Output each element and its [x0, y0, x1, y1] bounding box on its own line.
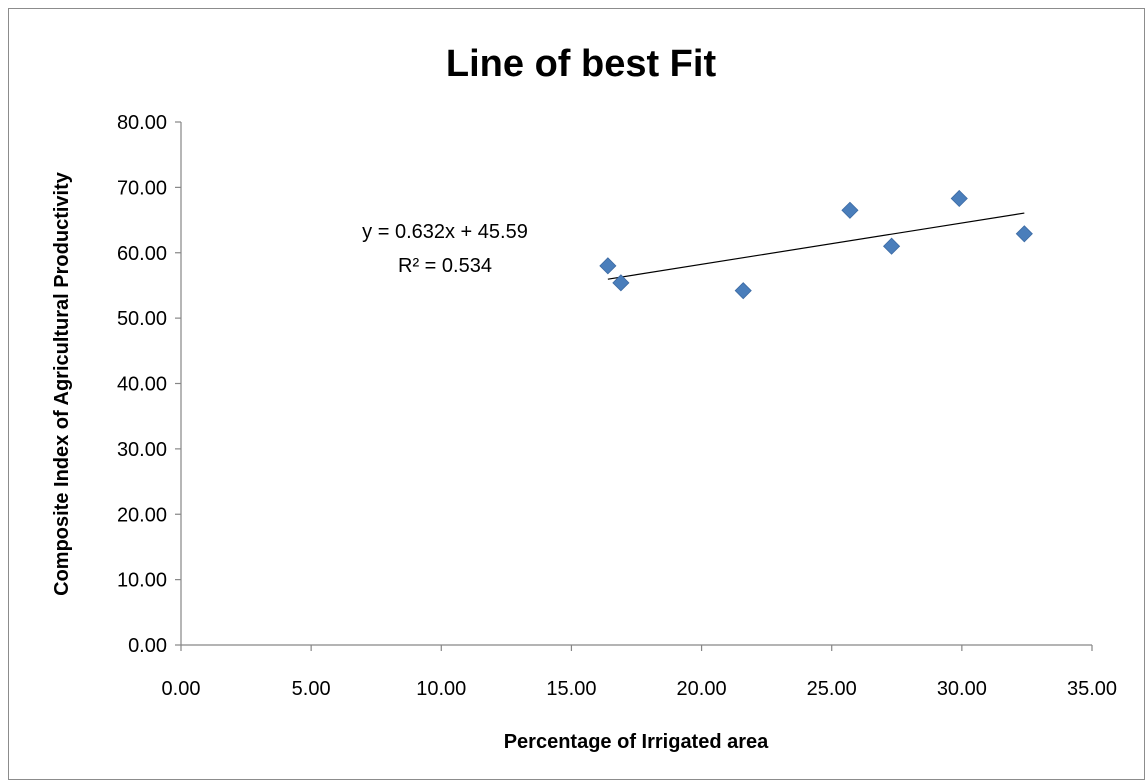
data-point [1015, 225, 1033, 243]
x-tick-label: 25.00 [807, 678, 857, 700]
y-tick-label: 0.00 [128, 635, 167, 657]
x-tick-label: 10.00 [416, 678, 466, 700]
data-points [599, 189, 1033, 300]
trendline-r-squared: R² = 0.534 [398, 255, 492, 277]
data-point [883, 237, 901, 255]
y-tick-label: 70.00 [117, 177, 167, 199]
data-point [950, 189, 968, 208]
data-point [734, 282, 752, 300]
x-tick-label: 35.00 [1067, 678, 1117, 700]
x-tick-label: 30.00 [937, 678, 987, 700]
x-tick-label: 15.00 [546, 678, 596, 700]
trendline [607, 212, 1025, 280]
data-point [599, 257, 617, 275]
axes: 0.00 5.00 10.00 15.00 20.00 25.00 30.00 35.00 0.… [117, 112, 1117, 700]
x-tick-label: 5.00 [292, 678, 331, 700]
chart-frame [8, 8, 1145, 780]
chart-title: Line of best Fit [446, 43, 717, 85]
y-tick-label: 10.00 [117, 570, 167, 592]
y-tick-label: 40.00 [117, 374, 167, 396]
y-tick-label: 20.00 [117, 504, 167, 526]
y-tick-label: 30.00 [117, 439, 167, 461]
x-tick-label: 20.00 [677, 678, 727, 700]
data-point [612, 274, 630, 292]
x-tick-label: 0.00 [162, 678, 201, 700]
trendline-equation: y = 0.632x + 45.59 [362, 221, 528, 243]
y-tick-label: 80.00 [117, 112, 167, 134]
y-axis-title: Composite Index of Agricultural Producti… [51, 171, 73, 596]
y-tick-label: 60.00 [117, 243, 167, 265]
data-point [841, 201, 859, 219]
trendline-group [607, 212, 1025, 280]
x-axis-title: Percentage of Irrigated area [504, 731, 769, 753]
y-tick-label: 50.00 [117, 308, 167, 330]
